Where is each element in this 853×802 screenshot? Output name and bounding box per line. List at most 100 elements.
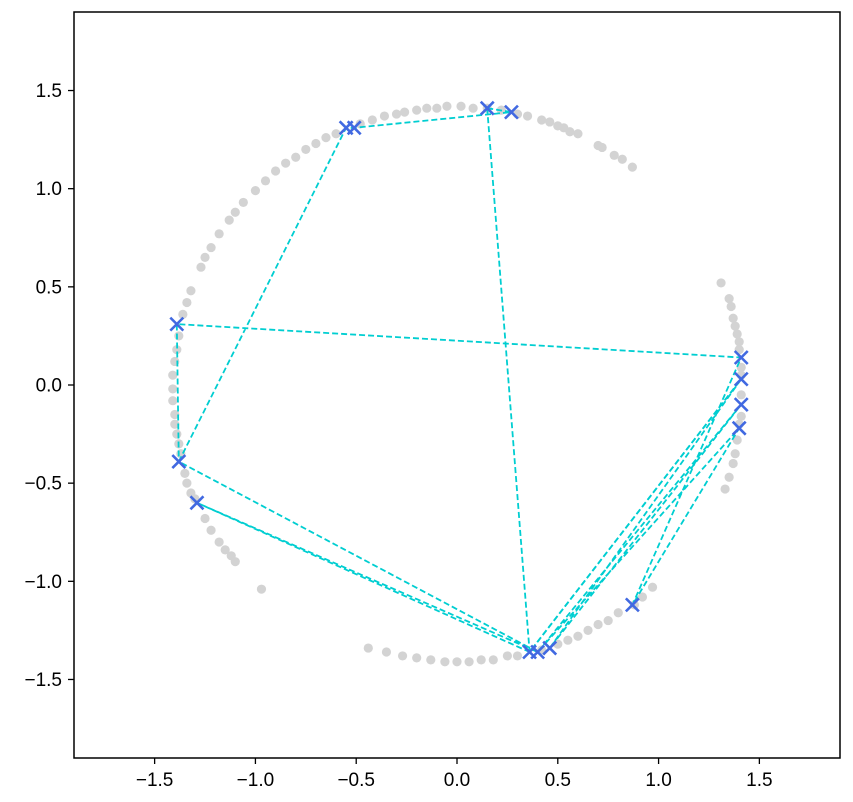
background-point xyxy=(220,545,230,555)
x-marker xyxy=(171,454,187,469)
background-point xyxy=(545,117,555,127)
background-point xyxy=(553,121,563,131)
background-point xyxy=(381,647,392,657)
background-point xyxy=(196,262,206,272)
background-point xyxy=(238,197,248,208)
y-tick-label: 1.5 xyxy=(36,81,62,102)
background-point xyxy=(468,103,478,113)
background-point xyxy=(321,133,331,143)
background-point xyxy=(260,176,271,186)
x-marker-stroke xyxy=(189,495,205,511)
background-point xyxy=(512,651,523,661)
background-point xyxy=(214,229,224,239)
x-marker-stroke xyxy=(171,454,187,469)
x-marker xyxy=(189,495,205,511)
background-point xyxy=(728,458,738,469)
background-point xyxy=(174,331,184,341)
background-point xyxy=(367,115,377,125)
background-point xyxy=(456,101,466,111)
background-point xyxy=(224,215,234,225)
background-point xyxy=(728,313,738,323)
background-point xyxy=(256,584,267,594)
x-tick-label: 1.5 xyxy=(746,770,772,791)
markers-layer xyxy=(169,100,749,660)
background-point xyxy=(412,105,422,115)
x-tick-label: −1.0 xyxy=(237,770,275,791)
x-tick-label: 1.0 xyxy=(645,770,671,791)
background-point xyxy=(736,411,746,422)
x-marker xyxy=(346,120,362,136)
x-marker xyxy=(504,104,519,120)
background-point xyxy=(603,615,613,626)
background-point xyxy=(573,129,583,139)
x-marker-stroke xyxy=(542,640,558,656)
x-marker-stroke xyxy=(169,316,185,332)
background-point xyxy=(613,608,623,618)
background-point xyxy=(230,557,240,567)
background-point xyxy=(180,468,190,478)
background-point xyxy=(426,655,436,665)
x-marker xyxy=(530,644,546,660)
background-point xyxy=(250,186,261,196)
background-point xyxy=(206,525,216,535)
background-point xyxy=(573,631,583,641)
background-point xyxy=(647,582,658,592)
background-point xyxy=(593,619,603,630)
background-point xyxy=(168,370,178,380)
background-point xyxy=(311,138,321,149)
background-point xyxy=(178,309,188,319)
background-point xyxy=(522,111,533,121)
x-tick-label: −1.5 xyxy=(136,770,174,791)
x-axis: −1.5 −1.0 −0.5 0.0 0.5 1.0 1.5 xyxy=(136,758,773,791)
background-point xyxy=(363,643,373,653)
background-point xyxy=(563,635,573,645)
background-point xyxy=(397,651,408,661)
background-point xyxy=(331,129,341,139)
background-point xyxy=(168,396,178,406)
background-point xyxy=(629,600,639,610)
background-point xyxy=(440,657,450,667)
background-point xyxy=(170,409,180,420)
x-marker-stroke xyxy=(731,420,747,436)
background-point xyxy=(724,472,734,482)
background-point xyxy=(476,655,486,665)
background-point xyxy=(583,625,593,635)
background-point xyxy=(627,162,637,172)
x-tick-label: 0.5 xyxy=(545,770,571,791)
background-point xyxy=(422,103,432,113)
background-point xyxy=(720,484,730,494)
x-marker-stroke xyxy=(479,100,495,116)
background-point xyxy=(502,651,512,661)
background-point xyxy=(391,109,402,119)
background-point xyxy=(200,252,210,262)
background-point xyxy=(399,107,410,117)
x-marker-stroke xyxy=(346,120,362,136)
background-point xyxy=(432,103,442,113)
y-tick-label: 1.0 xyxy=(36,179,62,200)
background-point xyxy=(301,144,311,155)
x-tick-label: 0.0 xyxy=(444,770,470,791)
background-point xyxy=(730,449,740,459)
x-marker-stroke xyxy=(624,597,640,613)
background-point xyxy=(732,435,742,445)
x-marker xyxy=(731,420,747,436)
y-axis: −1.5 −1.0 −0.5 0.0 0.5 1.0 1.5 xyxy=(24,81,74,691)
background-point xyxy=(168,384,178,394)
x-marker-stroke xyxy=(733,350,749,365)
x-marker xyxy=(169,316,185,332)
background-point xyxy=(716,278,726,288)
y-tick-label: 0.0 xyxy=(36,376,62,397)
x-marker xyxy=(542,640,558,656)
background-point xyxy=(200,513,210,524)
x-marker xyxy=(733,350,749,365)
background-point xyxy=(732,329,742,339)
background-point xyxy=(230,207,240,217)
y-tick-label: 0.5 xyxy=(36,277,62,298)
background-point xyxy=(379,111,390,121)
background-point xyxy=(736,362,746,372)
background-point xyxy=(182,478,192,488)
background-point xyxy=(617,154,627,164)
x-marker xyxy=(733,371,749,387)
